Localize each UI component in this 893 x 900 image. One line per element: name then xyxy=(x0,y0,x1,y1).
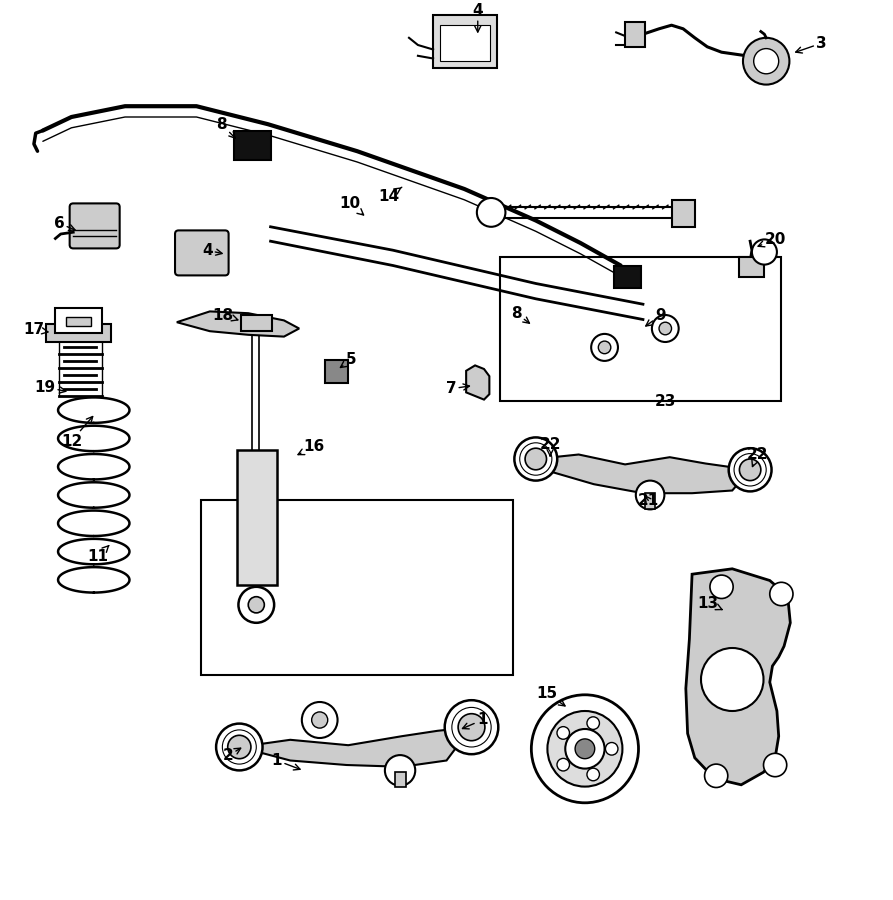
Text: 2: 2 xyxy=(222,748,241,763)
Circle shape xyxy=(302,702,338,738)
Circle shape xyxy=(557,726,570,739)
Circle shape xyxy=(216,724,263,770)
Circle shape xyxy=(739,459,761,481)
Bar xyxy=(645,493,655,509)
Circle shape xyxy=(445,700,498,754)
Bar xyxy=(500,256,781,400)
Bar xyxy=(395,772,406,787)
Text: 14: 14 xyxy=(378,187,402,203)
Circle shape xyxy=(458,714,485,741)
Bar xyxy=(201,500,513,675)
Circle shape xyxy=(228,735,251,759)
Text: 20: 20 xyxy=(758,232,786,247)
Text: 5: 5 xyxy=(340,353,356,367)
Circle shape xyxy=(531,695,638,803)
Text: 18: 18 xyxy=(213,308,238,322)
Text: 1: 1 xyxy=(271,753,300,770)
Text: 11: 11 xyxy=(88,545,109,563)
FancyBboxPatch shape xyxy=(175,230,229,275)
FancyBboxPatch shape xyxy=(70,203,120,248)
Bar xyxy=(433,15,497,68)
Text: 8: 8 xyxy=(511,306,530,323)
Circle shape xyxy=(770,582,793,606)
Text: 12: 12 xyxy=(61,417,93,448)
Bar xyxy=(739,257,764,277)
Bar xyxy=(672,200,695,227)
Circle shape xyxy=(525,448,547,470)
Circle shape xyxy=(587,716,599,729)
Polygon shape xyxy=(686,569,790,785)
Bar xyxy=(237,450,277,585)
Circle shape xyxy=(598,341,611,354)
Text: 17: 17 xyxy=(23,322,48,337)
Text: 9: 9 xyxy=(646,308,666,326)
Text: 1: 1 xyxy=(463,713,488,729)
Bar xyxy=(234,131,271,160)
Circle shape xyxy=(705,764,728,788)
Text: 8: 8 xyxy=(216,117,235,138)
Text: 3: 3 xyxy=(796,36,827,53)
Bar xyxy=(66,317,91,326)
Text: 6: 6 xyxy=(54,216,75,230)
Circle shape xyxy=(477,198,505,227)
Circle shape xyxy=(312,712,328,728)
Text: 15: 15 xyxy=(536,686,565,706)
Circle shape xyxy=(701,648,764,711)
Text: 4: 4 xyxy=(472,4,483,32)
Text: 22: 22 xyxy=(539,437,561,455)
Bar xyxy=(614,266,641,288)
Polygon shape xyxy=(177,311,299,337)
Text: 23: 23 xyxy=(655,394,676,409)
Text: 21: 21 xyxy=(638,493,659,508)
Circle shape xyxy=(514,437,557,481)
Polygon shape xyxy=(536,454,750,493)
Circle shape xyxy=(248,597,264,613)
Circle shape xyxy=(743,38,789,85)
Text: 22: 22 xyxy=(747,447,768,466)
Bar xyxy=(325,360,348,383)
Bar xyxy=(55,308,102,333)
Circle shape xyxy=(557,759,570,771)
Circle shape xyxy=(659,322,672,335)
Text: 4: 4 xyxy=(202,243,222,257)
Circle shape xyxy=(385,755,415,786)
Text: 7: 7 xyxy=(446,382,470,396)
Circle shape xyxy=(710,575,733,598)
Circle shape xyxy=(636,481,664,509)
Bar xyxy=(46,324,111,342)
Text: 16: 16 xyxy=(298,439,325,454)
Text: 19: 19 xyxy=(34,380,66,394)
Text: 13: 13 xyxy=(697,596,722,610)
Bar xyxy=(440,25,490,61)
Circle shape xyxy=(754,49,779,74)
Bar xyxy=(241,315,272,331)
Circle shape xyxy=(587,769,599,781)
Circle shape xyxy=(547,711,622,787)
Circle shape xyxy=(729,448,772,491)
Bar xyxy=(625,22,645,47)
Polygon shape xyxy=(466,365,489,400)
Circle shape xyxy=(591,334,618,361)
Circle shape xyxy=(238,587,274,623)
Polygon shape xyxy=(239,727,472,767)
Circle shape xyxy=(752,239,777,265)
Circle shape xyxy=(605,742,618,755)
Circle shape xyxy=(764,753,787,777)
Circle shape xyxy=(652,315,679,342)
Text: 10: 10 xyxy=(339,196,363,215)
Circle shape xyxy=(575,739,595,759)
Circle shape xyxy=(565,729,605,769)
